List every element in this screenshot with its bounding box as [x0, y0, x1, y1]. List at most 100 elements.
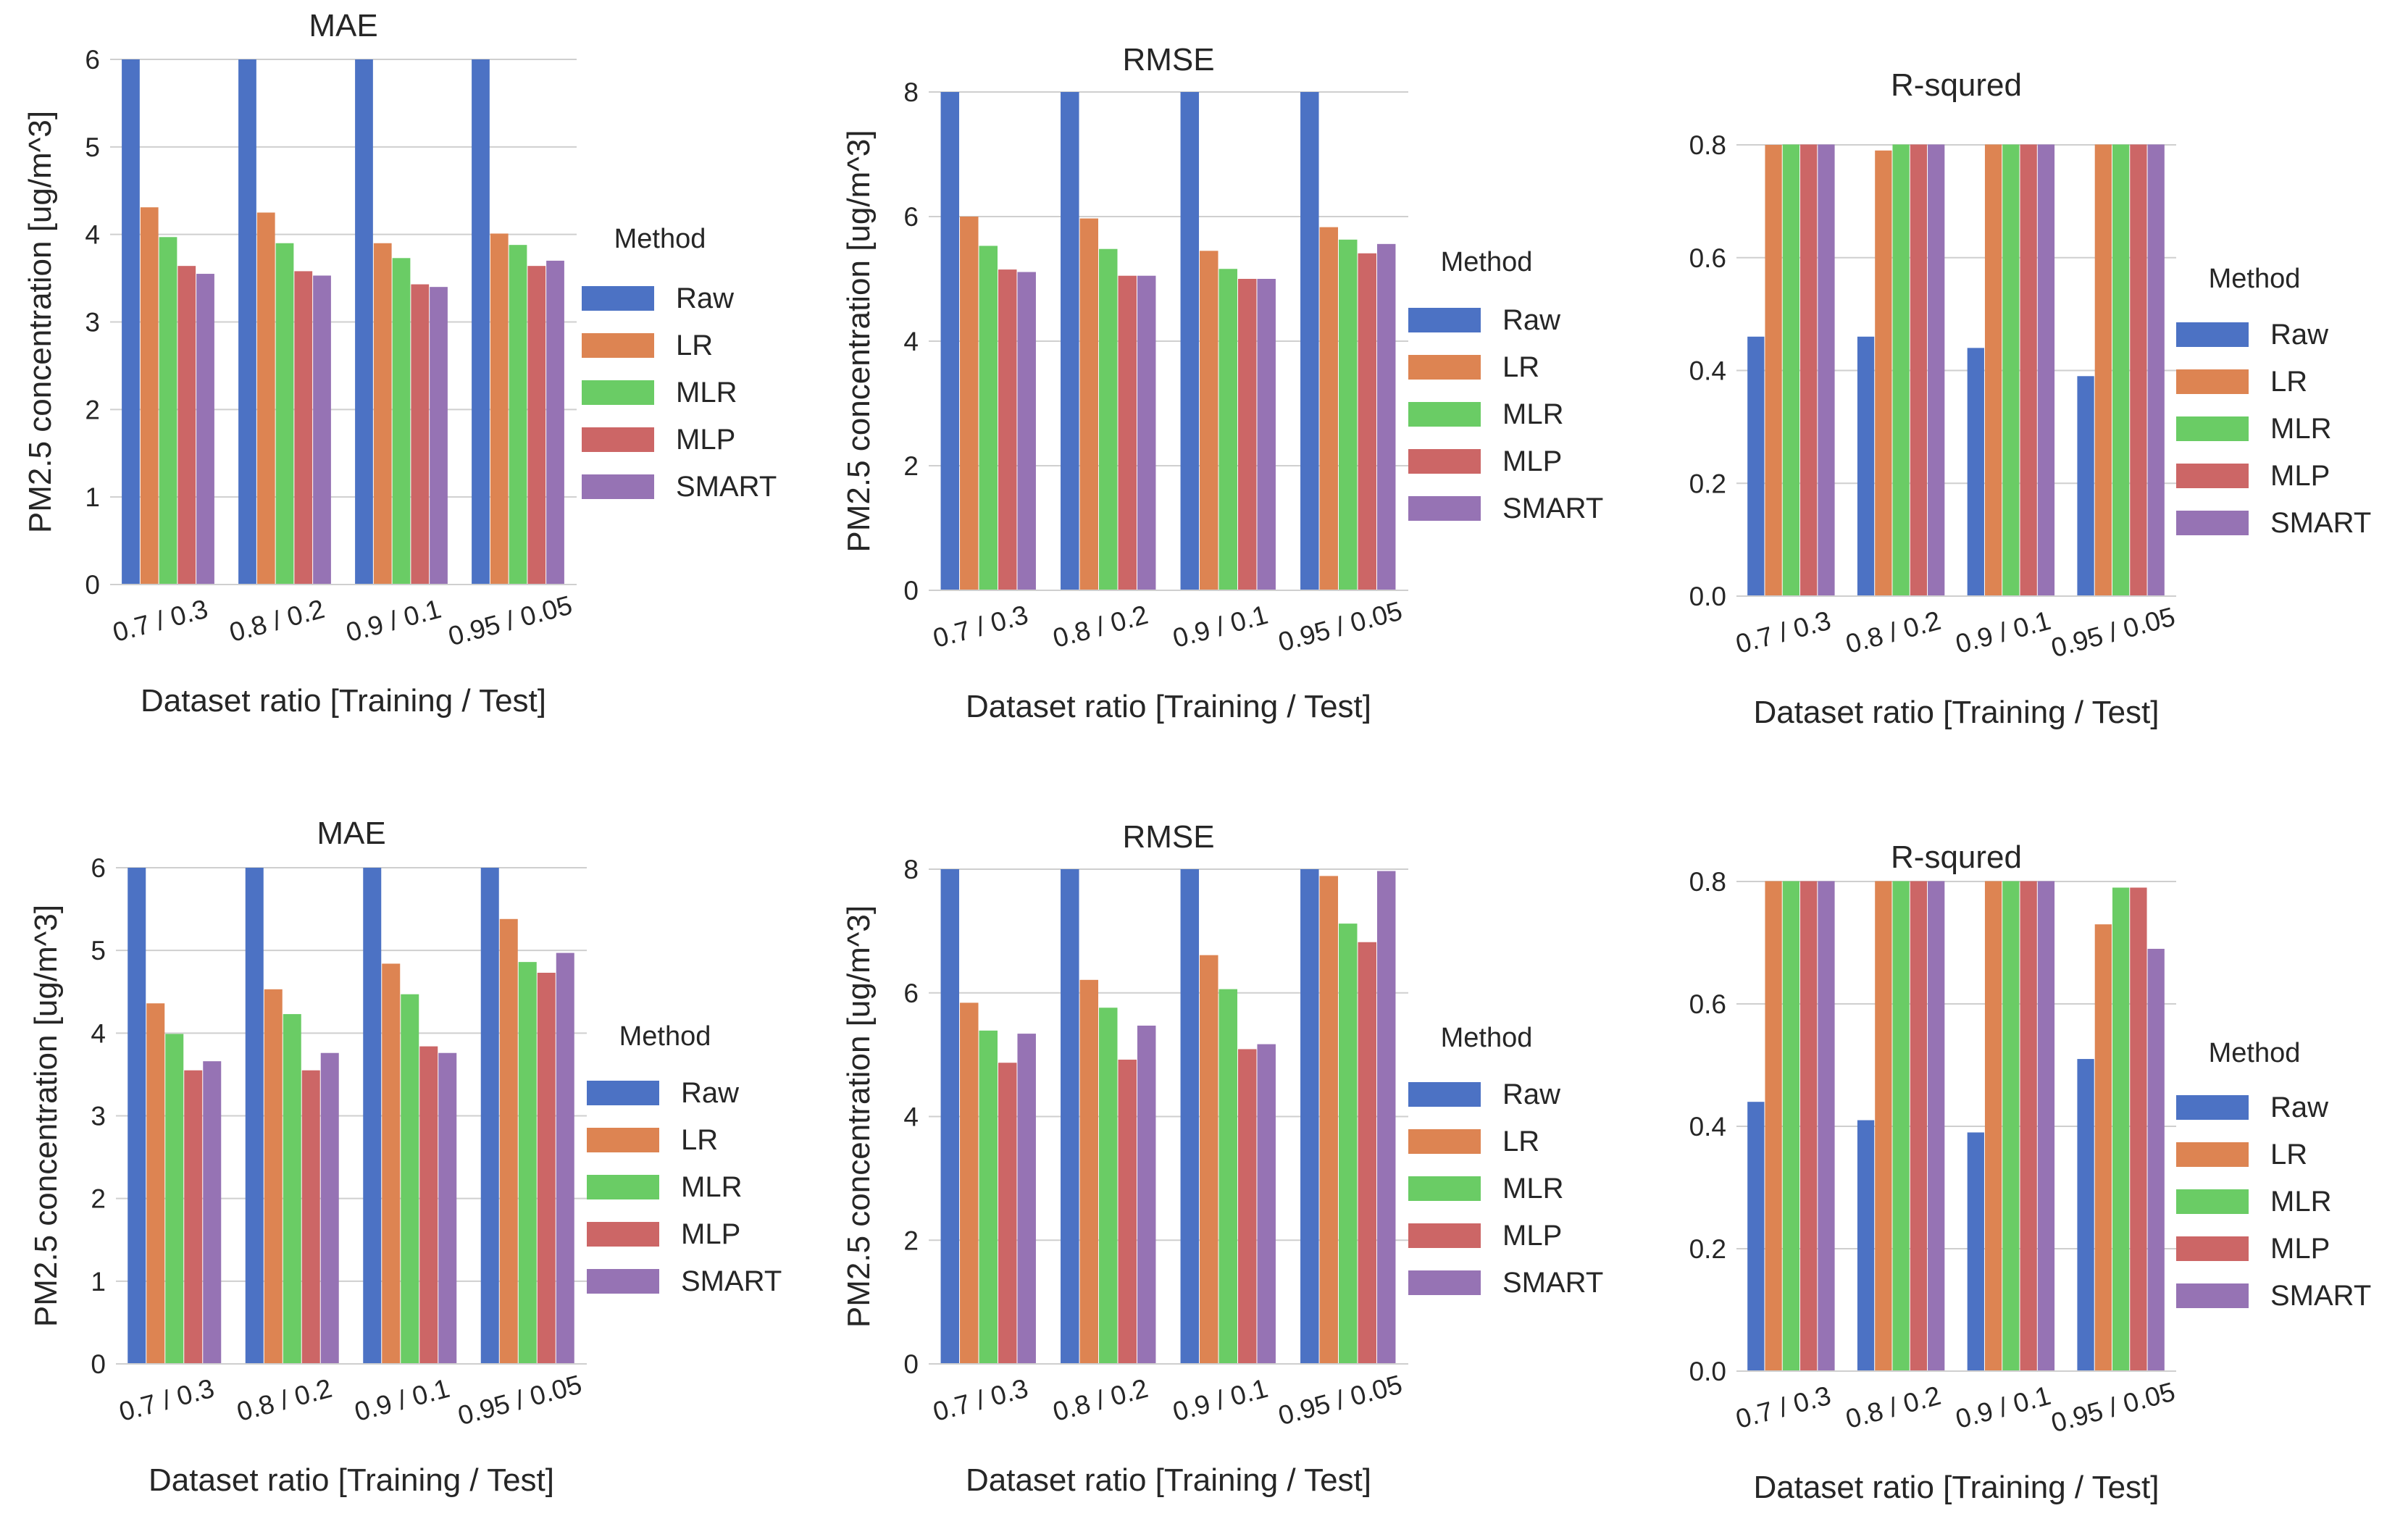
bar-smart-3: [430, 287, 448, 585]
legend-label-mlp: MLP: [2270, 1233, 2330, 1265]
bar-raw-1: [127, 868, 146, 1364]
legend-swatch-lr: [582, 333, 654, 358]
legend-label-lr: LR: [2270, 366, 2307, 398]
legend-swatch-smart: [582, 474, 654, 499]
x-axis-label: Dataset ratio [Training / Test]: [1753, 695, 2159, 730]
legend-label-mlr: MLR: [1502, 398, 1563, 430]
bar-mlr-4: [1339, 924, 1358, 1364]
legend-swatch-raw: [587, 1081, 659, 1105]
bar-mlr-1: [159, 237, 177, 585]
bar-raw-2: [238, 59, 256, 585]
x-tick-label: 0.8 / 0.2: [1843, 1381, 1944, 1434]
bar-raw-3: [1180, 869, 1200, 1364]
legend: Method Raw LR MLR MLP SMART: [2176, 1038, 2371, 1312]
bar-mlr-2: [1099, 248, 1118, 590]
legend-swatch-smart: [2176, 1283, 2249, 1308]
legend-label-lr: LR: [676, 330, 713, 361]
legend-label-smart: SMART: [676, 471, 777, 503]
legend-title: Method: [1441, 1023, 1533, 1053]
bar-smart-2: [1137, 1025, 1156, 1364]
legend-title: Method: [2209, 1038, 2301, 1068]
bar-mlp-2: [301, 1070, 320, 1364]
bar-lr-1: [1765, 145, 1782, 596]
bar-smart-2: [1137, 275, 1156, 590]
legend-label-mlp: MLP: [676, 424, 735, 456]
legend: Method Raw LR MLR MLP SMART: [1408, 1023, 1603, 1299]
bar-mlp-3: [411, 284, 430, 585]
bar-mlp-2: [1910, 144, 1928, 596]
legend-swatch-mlp: [1408, 449, 1481, 474]
bar-mlp-3: [1237, 1049, 1257, 1364]
legend-swatch-raw: [2176, 1095, 2249, 1120]
y-tick-label: 1: [85, 482, 100, 512]
legend-title: Method: [614, 224, 706, 254]
bar-smart-1: [203, 1061, 222, 1364]
bar-raw-4: [2077, 376, 2094, 596]
bar-raw-4: [1300, 869, 1319, 1364]
legend-swatch-smart: [587, 1269, 659, 1294]
bar-lr-3: [373, 243, 392, 585]
bar-mlr-1: [1782, 144, 1800, 596]
bar-lr-1: [146, 1003, 165, 1364]
legend-swatch-lr: [2176, 1142, 2249, 1167]
x-tick-label: 0.9 / 0.1: [351, 1373, 453, 1427]
x-axis-label: Dataset ratio [Training / Test]: [141, 683, 546, 719]
bar-lr-2: [264, 989, 283, 1364]
y-tick-label: 2: [85, 395, 100, 424]
bar-mlp-4: [1358, 253, 1376, 590]
bar-smart-3: [2037, 144, 2055, 596]
x-tick-label: 0.95 / 0.05: [1275, 1369, 1405, 1431]
bar-mlr-3: [392, 258, 411, 585]
bar-smart-1: [196, 274, 214, 585]
bar-smart-4: [2147, 948, 2165, 1371]
bar-smart-4: [1376, 871, 1396, 1364]
bar-lr-1: [1765, 881, 1782, 1371]
y-tick-label: 6: [91, 853, 106, 883]
legend-label-mlp: MLP: [2270, 460, 2330, 492]
bar-mlr-1: [979, 246, 998, 590]
y-tick-label: 2: [903, 1226, 919, 1255]
bar-smart-1: [1017, 1034, 1036, 1364]
x-tick-label: 0.7 / 0.3: [109, 594, 211, 648]
y-tick-label: 5: [91, 936, 106, 966]
y-tick-label: 0.2: [1689, 1234, 1726, 1264]
bar-lr-4: [490, 233, 509, 585]
bar-mlr-2: [1892, 144, 1910, 596]
bar-mlp-2: [1118, 275, 1137, 590]
chart-panel-2: 0 2 4 6 8 0.7 / 0.3 0.8 / 0.2 0.9 / 0.1 0.95 / 0…: [841, 42, 1603, 724]
y-tick-label: 0.6: [1689, 243, 1726, 273]
bar-mlp-2: [294, 271, 313, 585]
y-tick-label: 0.4: [1689, 1112, 1726, 1142]
bar-smart-1: [1017, 272, 1036, 590]
bar-lr-2: [1875, 881, 1892, 1371]
x-tick-label: 0.7 / 0.3: [930, 1373, 1032, 1427]
bar-smart-3: [1257, 279, 1276, 590]
y-tick-label: 6: [903, 979, 919, 1008]
bar-lr-3: [1984, 144, 2002, 596]
bar-raw-3: [1967, 348, 1984, 596]
bar-lr-2: [1875, 150, 1892, 597]
bar-mlr-1: [1782, 881, 1800, 1371]
bar-smart-2: [313, 275, 331, 585]
bar-smart-3: [2037, 881, 2055, 1371]
x-tick-label: 0.9 / 0.1: [1952, 606, 2054, 659]
bar-mlr-3: [2002, 144, 2020, 596]
y-axis-label: PM2.5 concentration [ug/m^3]: [841, 130, 877, 552]
bar-mlr-4: [518, 962, 537, 1364]
bar-lr-2: [1079, 979, 1099, 1364]
legend-swatch-mlr: [1408, 1176, 1481, 1201]
x-axis-label: Dataset ratio [Training / Test]: [966, 689, 1371, 724]
x-tick-label: 0.9 / 0.1: [343, 594, 444, 648]
y-tick-label: 0: [85, 570, 100, 600]
x-tick-label: 0.9 / 0.1: [1170, 1373, 1271, 1427]
legend-swatch-mlr: [587, 1175, 659, 1199]
bar-smart-2: [1928, 144, 1945, 596]
bar-mlp-4: [537, 972, 556, 1364]
bar-lr-4: [2094, 924, 2112, 1371]
legend-swatch-raw: [582, 286, 654, 311]
legend-label-smart: SMART: [2270, 1280, 2371, 1312]
y-tick-label: 8: [903, 855, 919, 884]
y-tick-label: 0: [903, 576, 919, 606]
y-tick-label: 2: [91, 1184, 106, 1214]
